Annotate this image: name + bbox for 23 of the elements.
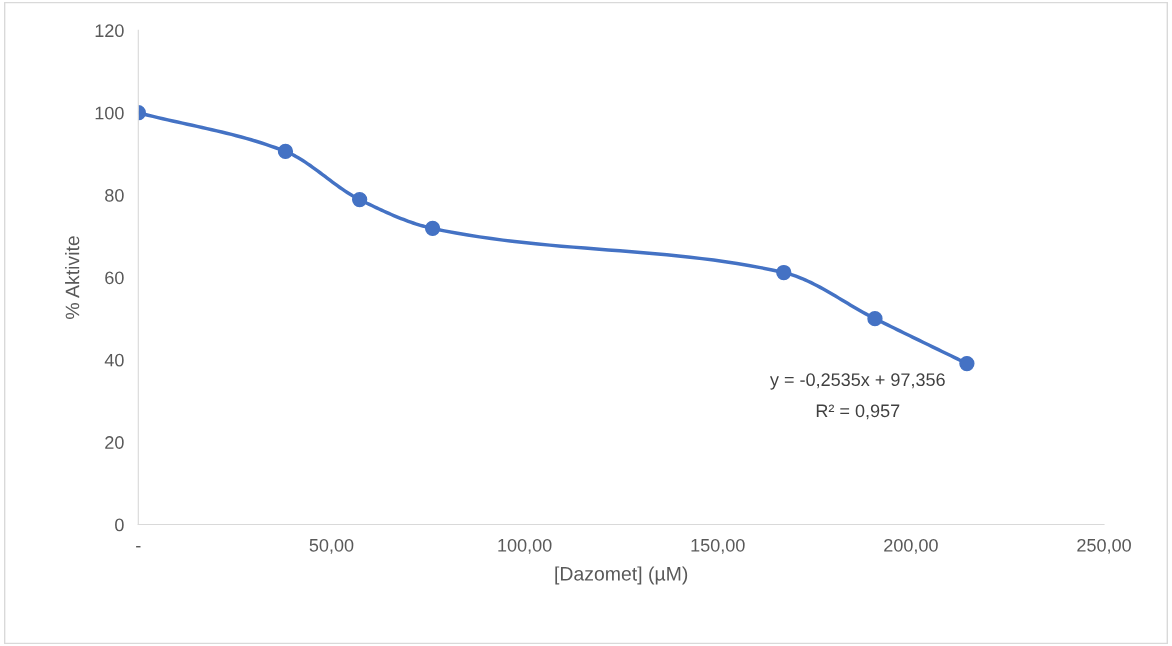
y-tick-label: 0 (115, 518, 124, 532)
y-tick-label: 80 (105, 189, 124, 202)
x-axis-title: [Dazomet] (µM) (555, 566, 688, 585)
x-tick-label: 250,00 (1077, 538, 1131, 554)
point (352, 191, 368, 208)
y-axis-title: % Aktivite (65, 236, 80, 319)
y-tick-label: 40 (104, 353, 124, 367)
point (867, 310, 883, 327)
annotation: y = -0,2535x + 97,356 (769, 373, 945, 390)
y-tick-label: 60 (105, 271, 124, 285)
y-tick-label: 100 (95, 106, 124, 120)
x-tick-label: - (136, 546, 141, 548)
y-tick-label: 20 (105, 436, 124, 449)
x-tick-label: 50,00 (309, 538, 354, 554)
x-tick-label: 100,00 (498, 538, 552, 554)
point (277, 143, 294, 160)
point (776, 264, 792, 281)
point (959, 355, 975, 372)
x-tick-label: 150,00 (691, 538, 745, 554)
y-tick-label: 120 (95, 24, 124, 38)
annotation: R² = 0,957 (816, 404, 900, 420)
point (425, 220, 441, 237)
x-tick-label: 200,00 (884, 538, 938, 554)
